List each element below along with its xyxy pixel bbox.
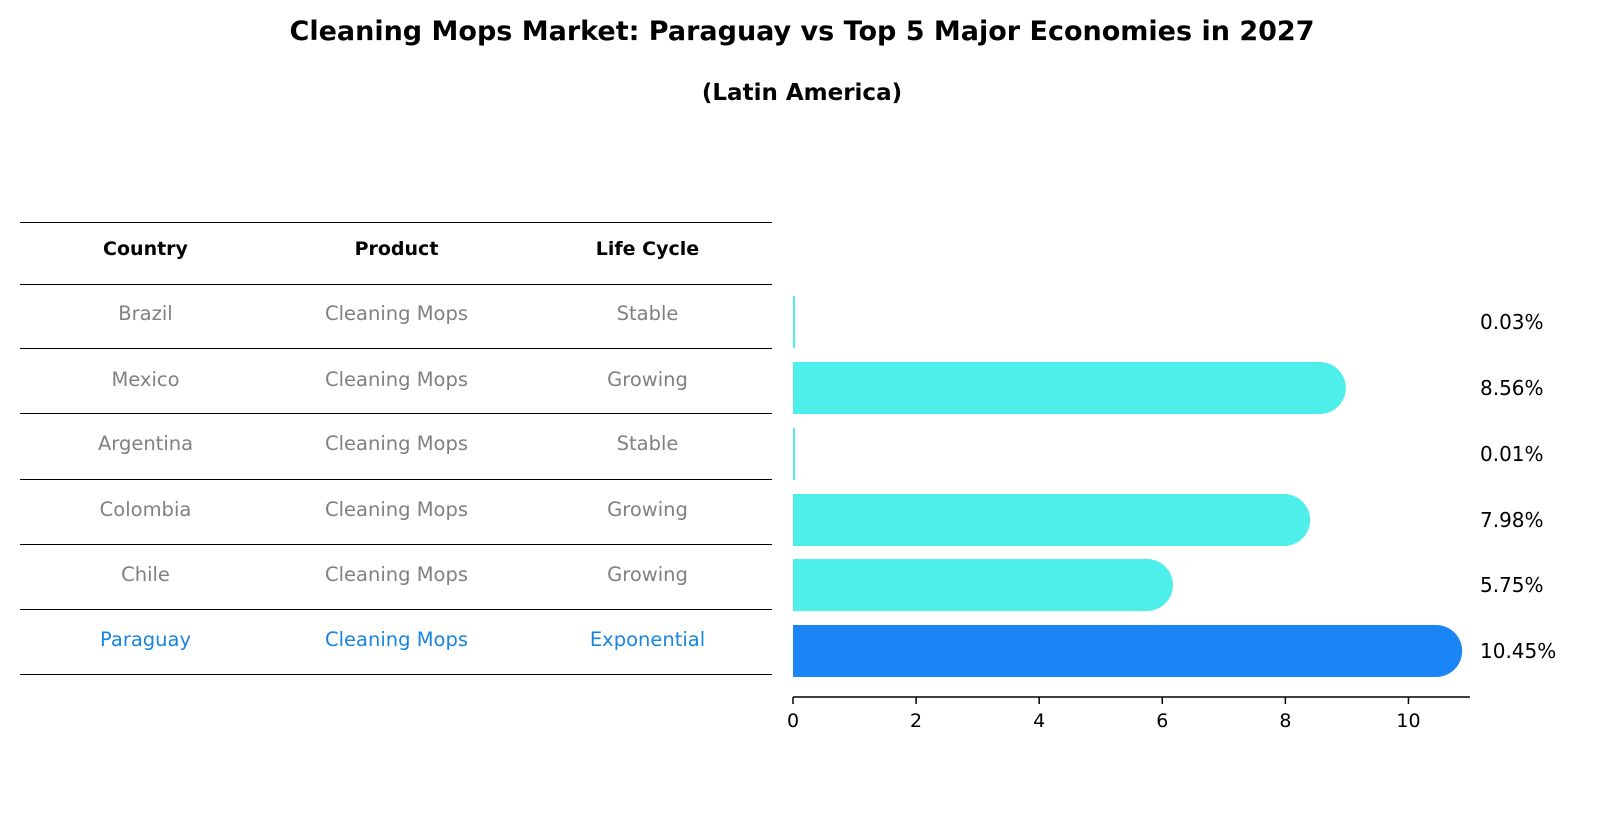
cell-life-cycle: Stable [616, 302, 679, 325]
cell-life-cycle: Growing [607, 368, 688, 391]
x-tick-label: 10 [1396, 710, 1420, 732]
cell-product: Cleaning Mops [325, 563, 468, 586]
cell-country: Chile [121, 563, 170, 586]
value-label: 5.75% [1480, 573, 1544, 597]
cell-product: Cleaning Mops [325, 432, 468, 455]
bar-argentina [793, 428, 795, 480]
cell-life-cycle: Growing [607, 498, 688, 521]
cell-life-cycle-highlight: Exponential [589, 628, 706, 651]
cell-country: Argentina [97, 432, 194, 455]
cell-country-highlight: Paraguay [99, 628, 192, 651]
value-label: 7.98% [1480, 508, 1544, 532]
cell-product-highlight: Cleaning Mops [325, 628, 468, 651]
table-rule [20, 674, 772, 675]
chart-title: Cleaning Mops Market: Paraguay vs Top 5 … [289, 16, 1315, 47]
value-label: 0.03% [1480, 310, 1544, 334]
cell-life-cycle: Growing [607, 563, 688, 586]
bar-colombia [793, 494, 1311, 546]
table-rule [20, 479, 772, 480]
header-product: Product [354, 238, 439, 260]
cell-country: Colombia [99, 498, 192, 521]
bar-paraguay [793, 625, 1463, 677]
x-tick-label: 6 [1156, 710, 1168, 732]
table-rule [20, 609, 772, 610]
bar-mexico [793, 362, 1346, 414]
x-tick-label: 0 [787, 710, 799, 732]
header-life-cycle: Life Cycle [595, 238, 700, 260]
value-label: 10.45% [1480, 639, 1556, 663]
table-rule [20, 222, 772, 223]
x-tick-label: 2 [910, 710, 922, 732]
chart-subtitle: (Latin America) [701, 80, 903, 106]
cell-life-cycle: Stable [616, 432, 679, 455]
value-label: 0.01% [1480, 442, 1544, 466]
cell-product: Cleaning Mops [325, 302, 468, 325]
cell-product: Cleaning Mops [325, 498, 468, 521]
table-rule [20, 348, 772, 349]
header-country: Country [103, 238, 188, 260]
bar-brazil [793, 296, 795, 348]
table-rule [20, 284, 772, 285]
value-label: 8.56% [1480, 376, 1544, 400]
table-rule [20, 413, 772, 414]
bar-chile [793, 559, 1173, 611]
table-rule [20, 544, 772, 545]
cell-country: Brazil [118, 302, 173, 325]
x-tick-label: 8 [1279, 710, 1291, 732]
cell-product: Cleaning Mops [325, 368, 468, 391]
cell-country: Mexico [111, 368, 180, 391]
x-tick-label: 4 [1033, 710, 1045, 732]
